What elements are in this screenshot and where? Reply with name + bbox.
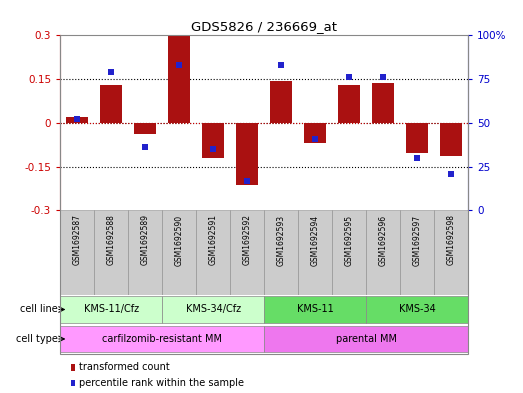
Text: GSM1692594: GSM1692594 (311, 215, 320, 266)
Title: GDS5826 / 236669_at: GDS5826 / 236669_at (191, 20, 337, 33)
Bar (196, 210, 230, 295)
Bar (264, 296, 366, 323)
Text: GSM1692590: GSM1692590 (175, 215, 184, 266)
Text: transformed count: transformed count (79, 362, 170, 373)
Text: cell type: cell type (16, 334, 58, 344)
Text: KMS-34/Cfz: KMS-34/Cfz (186, 305, 241, 314)
Bar (264, 210, 298, 295)
Bar (400, 210, 434, 295)
Text: KMS-34: KMS-34 (399, 305, 436, 314)
Bar (372, 83, 394, 123)
Bar (236, 123, 258, 185)
Bar (94, 210, 128, 295)
Text: KMS-11/Cfz: KMS-11/Cfz (84, 305, 139, 314)
Bar (264, 210, 298, 295)
Bar (400, 210, 434, 295)
Bar (366, 296, 468, 323)
Bar (168, 35, 190, 123)
Bar (60, 296, 162, 323)
Text: cell line: cell line (20, 305, 58, 314)
Bar (264, 326, 468, 352)
Bar (230, 210, 264, 295)
Bar (94, 210, 128, 295)
Bar (66, 117, 88, 123)
Text: GSM1692597: GSM1692597 (413, 215, 422, 266)
Text: parental MM: parental MM (336, 334, 396, 344)
Bar (338, 85, 360, 123)
Bar (434, 210, 468, 295)
Bar (162, 296, 264, 323)
Text: GSM1692587: GSM1692587 (73, 215, 82, 266)
Bar (162, 210, 196, 295)
Bar (128, 210, 162, 295)
Bar (304, 123, 326, 143)
Text: GSM1692591: GSM1692591 (209, 215, 218, 266)
Bar (60, 210, 94, 295)
Bar (406, 123, 428, 153)
Text: KMS-11: KMS-11 (297, 305, 334, 314)
Text: GSM1692592: GSM1692592 (243, 215, 252, 266)
Bar (332, 210, 366, 295)
Text: GSM1692596: GSM1692596 (379, 215, 388, 266)
Bar (298, 210, 332, 295)
Text: percentile rank within the sample: percentile rank within the sample (79, 378, 244, 388)
Bar (60, 326, 264, 352)
Bar (202, 123, 224, 158)
Bar (128, 210, 162, 295)
Bar (434, 210, 468, 295)
Text: GSM1692595: GSM1692595 (345, 215, 354, 266)
Bar (270, 81, 292, 123)
Bar (134, 123, 156, 134)
Bar (100, 85, 122, 123)
Text: carfilzomib-resistant MM: carfilzomib-resistant MM (102, 334, 222, 344)
Bar (440, 123, 462, 156)
Text: GSM1692588: GSM1692588 (107, 215, 116, 265)
Text: GSM1692589: GSM1692589 (141, 215, 150, 266)
Bar (230, 210, 264, 295)
Bar (196, 210, 230, 295)
Bar (366, 210, 400, 295)
Bar (60, 210, 94, 295)
Text: GSM1692598: GSM1692598 (447, 215, 456, 266)
Bar (366, 210, 400, 295)
Text: GSM1692593: GSM1692593 (277, 215, 286, 266)
Bar (162, 210, 196, 295)
Bar (298, 210, 332, 295)
Bar (332, 210, 366, 295)
